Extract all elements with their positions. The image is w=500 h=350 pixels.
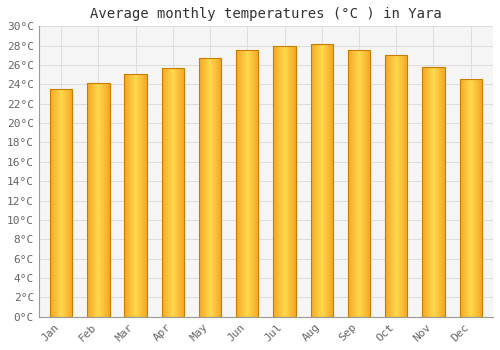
- Bar: [50, 89, 72, 317]
- Bar: [385, 55, 407, 317]
- Bar: [274, 46, 295, 317]
- Bar: [199, 58, 222, 317]
- Bar: [310, 44, 333, 317]
- Bar: [162, 68, 184, 317]
- Title: Average monthly temperatures (°C ) in Yara: Average monthly temperatures (°C ) in Ya…: [90, 7, 442, 21]
- Bar: [422, 67, 444, 317]
- Bar: [460, 78, 482, 317]
- Bar: [124, 74, 147, 317]
- Bar: [87, 83, 110, 317]
- Bar: [236, 49, 258, 317]
- Bar: [348, 50, 370, 317]
